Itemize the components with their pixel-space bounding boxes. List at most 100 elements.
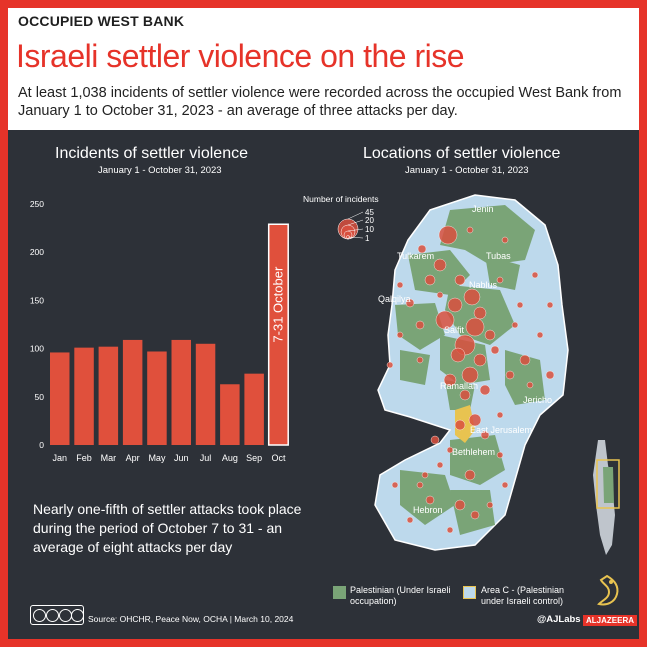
size-legend-title: Number of incidents bbox=[303, 194, 379, 204]
subtitle: At least 1,038 incidents of settler viol… bbox=[18, 85, 622, 119]
x-tick-label: Jul bbox=[200, 453, 212, 463]
aljazeera-logo-icon bbox=[597, 574, 619, 606]
incident-marker bbox=[526, 381, 534, 389]
incident-marker bbox=[511, 321, 519, 329]
incident-marker bbox=[490, 345, 500, 355]
place-label: Tulkarem bbox=[397, 251, 434, 261]
incident-marker bbox=[421, 471, 429, 479]
x-tick-label: Apr bbox=[126, 453, 140, 463]
bar-mar bbox=[98, 346, 119, 445]
incident-marker bbox=[386, 361, 394, 369]
bar-apr bbox=[122, 339, 143, 445]
bar-chart-subtitle: January 1 - October 31, 2023 bbox=[98, 165, 222, 176]
bar-may bbox=[147, 351, 167, 445]
incident-marker bbox=[531, 271, 539, 279]
incident-marker bbox=[459, 389, 471, 401]
map-title: Locations of settler violence bbox=[363, 145, 561, 162]
incident-marker bbox=[464, 469, 476, 481]
incident-marker bbox=[416, 481, 424, 489]
inset-locator-map bbox=[593, 440, 620, 555]
incident-marker bbox=[454, 499, 466, 511]
place-label: Hebron bbox=[413, 505, 443, 515]
x-tick-label: Sep bbox=[246, 453, 262, 463]
kicker: OCCUPIED WEST BANK bbox=[18, 13, 185, 29]
y-tick-label: 250 bbox=[30, 199, 44, 209]
incident-marker bbox=[496, 276, 504, 284]
sa-icon bbox=[71, 609, 84, 622]
bar-sep bbox=[244, 373, 264, 445]
place-label: Tubas bbox=[486, 251, 511, 261]
incident-marker bbox=[436, 291, 444, 299]
header-panel bbox=[8, 8, 639, 130]
incident-marker bbox=[516, 301, 524, 309]
incident-marker bbox=[470, 510, 480, 520]
page-title: Israeli settler violence on the rise bbox=[16, 38, 465, 74]
by-icon bbox=[46, 609, 59, 622]
size-legend: 45 20 10 1 bbox=[337, 208, 374, 243]
cc-icon bbox=[33, 609, 46, 622]
legend-label-area-c: Area C - (Palestinian under Israeli cont… bbox=[481, 585, 565, 606]
incident-marker bbox=[501, 236, 509, 244]
incident-marker bbox=[468, 413, 482, 427]
incident-marker bbox=[447, 297, 463, 313]
legend-swatch-palestinian bbox=[333, 586, 346, 599]
bar-chart-title: Incidents of settler violence bbox=[55, 145, 248, 162]
incident-marker bbox=[405, 298, 415, 308]
x-tick-label: Jun bbox=[174, 453, 189, 463]
incident-marker bbox=[465, 317, 485, 337]
place-label: Salfit bbox=[444, 325, 465, 335]
incident-marker bbox=[480, 430, 490, 440]
incident-marker bbox=[463, 288, 481, 306]
y-tick-label: 200 bbox=[30, 247, 44, 257]
legend-label-palestinian: Palestinian (Under Israeli occupation) bbox=[350, 585, 451, 606]
x-tick-label: May bbox=[148, 453, 166, 463]
bar-jul bbox=[195, 343, 216, 445]
place-label: Nablus bbox=[469, 280, 498, 290]
bar-feb bbox=[74, 347, 94, 445]
incident-marker bbox=[391, 481, 399, 489]
incident-marker bbox=[505, 370, 515, 380]
incident-marker bbox=[436, 461, 444, 469]
incident-marker bbox=[496, 411, 504, 419]
highlight-note: Nearly one-fifth of settler attacks took… bbox=[33, 501, 302, 555]
y-tick-label: 0 bbox=[39, 440, 44, 450]
incident-marker bbox=[446, 526, 454, 534]
place-labels: Jenin Tubas Tulkarem Nablus Qalqilya Sal… bbox=[378, 204, 552, 515]
bar-jun bbox=[171, 339, 191, 445]
incident-marker bbox=[433, 258, 447, 272]
bar-jan bbox=[50, 352, 70, 445]
legend-swatch-area-c bbox=[463, 586, 476, 599]
incident-marker bbox=[425, 495, 435, 505]
x-tick-label: Feb bbox=[76, 453, 92, 463]
incident-marker bbox=[454, 274, 466, 286]
ajlabs-credit: @AJLabs bbox=[537, 614, 581, 625]
incident-marker bbox=[545, 370, 555, 380]
incident-marker bbox=[450, 347, 466, 363]
place-label: Ramallah bbox=[440, 381, 478, 391]
incident-marker bbox=[415, 320, 425, 330]
incident-marker bbox=[519, 354, 531, 366]
incident-marker bbox=[501, 481, 509, 489]
incident-marker bbox=[416, 356, 424, 364]
incident-marker bbox=[406, 516, 414, 524]
highlight-bar-label: 7-31 October bbox=[270, 266, 285, 343]
incident-marker bbox=[496, 451, 504, 459]
size-legend-value: 45 bbox=[365, 208, 374, 217]
incident-marker bbox=[435, 310, 455, 330]
incident-marker bbox=[424, 274, 436, 286]
incident-marker bbox=[546, 301, 554, 309]
incident-marker bbox=[473, 353, 487, 367]
x-tick-label: Oct bbox=[271, 453, 286, 463]
place-label: Qalqilya bbox=[378, 294, 411, 304]
aljazeera-brand: ALJAZEERA bbox=[583, 615, 638, 626]
incident-marker bbox=[536, 331, 544, 339]
bar-aug bbox=[220, 384, 240, 445]
bar-chart: 0 50 100 150 200 250 Jan Feb Mar Apr May Jun Jul Aug S… bbox=[30, 199, 289, 463]
incident-marker bbox=[486, 501, 494, 509]
y-tick-label: 100 bbox=[30, 344, 44, 354]
creative-commons-badge bbox=[30, 605, 84, 625]
y-tick-label: 150 bbox=[30, 295, 44, 305]
incident-marker bbox=[396, 331, 404, 339]
west-bank-map: Number of incidents 45 20 10 1 Jenin Tub… bbox=[303, 194, 620, 555]
y-tick-label: 50 bbox=[35, 392, 45, 402]
